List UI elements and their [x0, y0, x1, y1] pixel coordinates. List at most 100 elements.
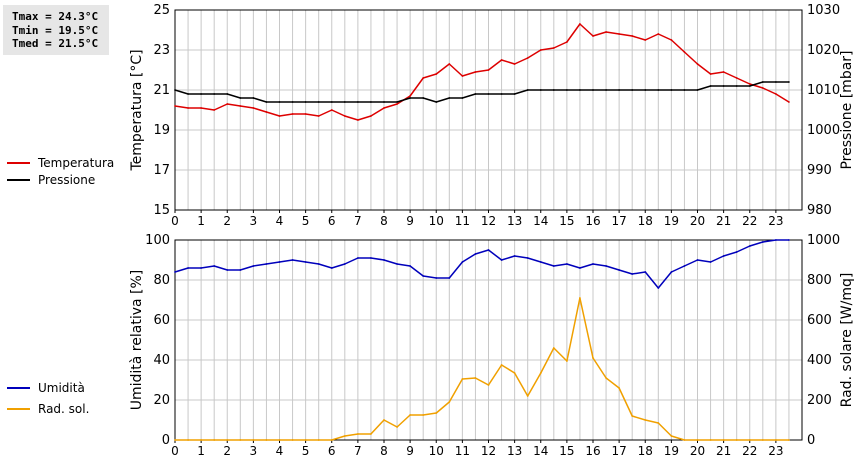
- series-temperatura-point: [539, 49, 542, 51]
- series-temperatura-point: [330, 109, 333, 111]
- series-umidit-point: [605, 265, 607, 267]
- chart-temp: 0 1 2 3 4 5 6 7 8 9 10 11 12 13 14 15 16 17 18 19 20 21 22 2315…: [129, 3, 855, 228]
- x-tick-label: 14: [533, 214, 548, 228]
- x-tick-label: 16: [585, 214, 600, 228]
- y-left-tick-label: 40: [153, 353, 170, 368]
- series-umidit-point: [657, 287, 660, 289]
- series-pressione-point: [487, 93, 490, 95]
- series-pressione-point: [657, 89, 660, 91]
- y-right-tick-label: 980: [807, 203, 832, 218]
- series-pressione-point: [605, 89, 607, 91]
- y-left-tick-label: 100: [145, 233, 170, 248]
- series-pressione-point: [252, 97, 255, 99]
- series-temperatura-point: [605, 31, 607, 33]
- x-tick-label: 20: [690, 214, 705, 228]
- series-umidit-point: [618, 269, 620, 271]
- series-rad-sol-point: [696, 439, 699, 441]
- x-tick-label: 8: [380, 214, 388, 228]
- series-pressione-point: [775, 81, 777, 83]
- x-tick-label: 12: [481, 214, 496, 228]
- series-pressione-point: [709, 85, 712, 87]
- x-tick-label: 8: [380, 444, 388, 458]
- series-rad-sol-point: [474, 377, 477, 379]
- y-right-tick-label: 1000: [807, 123, 840, 138]
- x-tick-label: 18: [638, 214, 653, 228]
- y-right-tick-label: 990: [807, 163, 832, 178]
- x-tick-label: 7: [354, 444, 362, 458]
- series-rad-sol-point: [526, 395, 529, 397]
- x-tick-label: 6: [328, 214, 336, 228]
- x-tick-label: 10: [429, 214, 444, 228]
- x-tick-label: 22: [742, 444, 757, 458]
- series-pressione-point: [461, 97, 464, 99]
- series-pressione-point: [317, 101, 320, 103]
- series-pressione-point: [748, 85, 751, 87]
- series-umidit-point: [396, 263, 398, 265]
- series-temperatura-point: [735, 77, 738, 79]
- series-pressione-point: [291, 101, 294, 103]
- series-rad-sol-point: [330, 439, 333, 441]
- series-rad-sol-point: [657, 422, 660, 424]
- series-umidit-point: [317, 263, 320, 265]
- series-temperatura-point: [487, 69, 490, 71]
- series-rad-sol-point: [461, 378, 464, 380]
- legend-item-pressione: Pressione: [7, 173, 147, 187]
- series-temperatura-point: [775, 93, 777, 95]
- series-umidit-point: [461, 261, 464, 263]
- series-rad-sol-point: [422, 414, 425, 416]
- series-umidit-point: [213, 265, 216, 267]
- series-rad-sol-point: [435, 412, 438, 414]
- series-pressione-point: [526, 89, 529, 91]
- series-umidit-point: [775, 239, 777, 241]
- series-pressione-point: [552, 89, 555, 91]
- series-temperatura-point: [396, 103, 398, 105]
- x-tick-label: 22: [742, 214, 757, 228]
- series-pressione-point: [448, 97, 451, 99]
- series-umidit-point: [291, 259, 294, 261]
- legend-item-radsol: Rad. sol.: [7, 402, 147, 416]
- series-rad-sol-point: [487, 384, 490, 386]
- series-temperatura-point: [213, 109, 216, 111]
- legend-swatch-radsol: [7, 408, 30, 410]
- x-tick-label: 4: [276, 444, 284, 458]
- series-pressione-point: [409, 97, 411, 99]
- series-temperatura-point: [592, 35, 594, 37]
- series-rad-sol-point: [448, 401, 451, 403]
- series-temperatura-point: [566, 41, 568, 43]
- series-rad-sol-point: [317, 439, 320, 441]
- series-temperatura-point: [644, 39, 647, 41]
- series-temperatura-point: [370, 115, 372, 117]
- series-umidit-point: [343, 263, 346, 265]
- series-rad-sol-point: [409, 414, 411, 416]
- series-rad-sol-point: [631, 415, 634, 417]
- x-tick-label: 11: [455, 444, 470, 458]
- series-rad-sol-point: [291, 439, 294, 441]
- y-left-tick-label: 60: [153, 313, 170, 328]
- series-umidit-point: [579, 267, 581, 269]
- series-temperatura-point: [618, 33, 620, 35]
- series-temperatura-point: [657, 33, 660, 35]
- series-pressione-point: [187, 93, 190, 95]
- series-rad-sol-point: [265, 439, 268, 441]
- x-tick-label: 2: [223, 214, 231, 228]
- series-rad-sol-point: [513, 372, 516, 374]
- series-pressione-point: [370, 101, 372, 103]
- x-tick-label: 3: [250, 444, 258, 458]
- x-tick-label: 14: [533, 444, 548, 458]
- y-left-tick-label: 0: [162, 433, 170, 448]
- y-right-tick-label: 0: [807, 433, 815, 448]
- series-rad-sol-point: [278, 439, 281, 441]
- series-pressione-point: [500, 93, 503, 95]
- y-right-tick-label: 200: [807, 393, 832, 408]
- series-rad-sol-point: [539, 372, 542, 374]
- series-rad-sol-point: [579, 297, 581, 299]
- y-left-tick-label: 20: [153, 393, 170, 408]
- tmed-label: Tmed = 21.5°C: [12, 37, 99, 50]
- series-temperatura-line: [174, 23, 790, 121]
- series-rad-sol-point: [735, 439, 738, 441]
- series-pressione-point: [435, 101, 438, 103]
- x-tick-label: 0: [171, 214, 179, 228]
- x-tick-label: 15: [559, 444, 574, 458]
- x-tick-label: 20: [690, 444, 705, 458]
